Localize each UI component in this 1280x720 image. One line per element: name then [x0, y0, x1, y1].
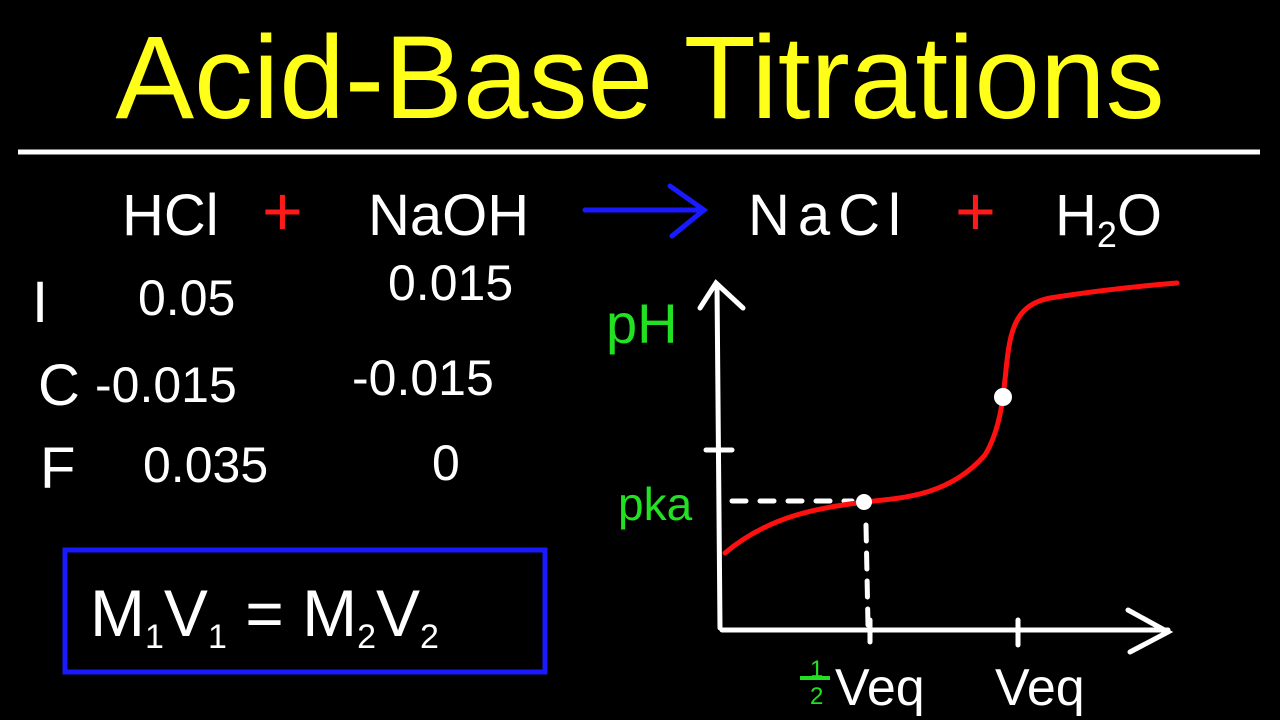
veq-label: Veq [995, 659, 1085, 717]
formula-box [62, 547, 548, 675]
half-veq-label: Veq [835, 659, 925, 717]
plus-sign: + [262, 172, 303, 250]
ice-label-f: F [40, 436, 75, 501]
ice-hcl-change: -0.015 [95, 357, 237, 413]
ice-table: I 0.05 0.015 C -0.015 -0.015 F 0.035 0 [32, 255, 513, 501]
y-axis [714, 282, 723, 631]
half-denominator: 2 [810, 683, 823, 710]
reactant-naoh: NaOH [368, 183, 529, 248]
titration-curve-graph: pH pka 1 2 Veq Veq [606, 279, 1180, 717]
ice-label-i: I [32, 270, 48, 335]
plus-sign: + [955, 172, 996, 250]
titration-curve [722, 280, 1180, 556]
dilution-formula: M1V1 = M2V2 [90, 576, 439, 656]
half-veq-dashed-line [863, 522, 871, 628]
ice-hcl-final: 0.035 [143, 437, 268, 493]
reaction-arrow-icon [582, 183, 709, 239]
reaction-equation: HCl + NaOH NaCl + H2O [122, 172, 1162, 255]
ice-hcl-initial: 0.05 [138, 270, 235, 326]
product-nacl: NaCl [748, 183, 909, 248]
equivalence-point [994, 388, 1012, 406]
ice-naoh-initial: 0.015 [388, 255, 513, 311]
reactant-hcl: HCl [122, 183, 219, 248]
y-axis-label: pH [606, 292, 678, 355]
pka-label: pka [618, 478, 693, 530]
half-equivalence-point [856, 494, 872, 510]
ice-label-c: C [38, 353, 80, 418]
title: Acid-Base Titrations [115, 12, 1164, 144]
ice-naoh-final: 0 [432, 435, 460, 491]
ice-naoh-change: -0.015 [352, 350, 494, 406]
product-water: H2O [1055, 183, 1162, 255]
y-axis-arrowhead-icon [697, 279, 746, 311]
x-axis-arrowhead-icon [1125, 607, 1174, 655]
